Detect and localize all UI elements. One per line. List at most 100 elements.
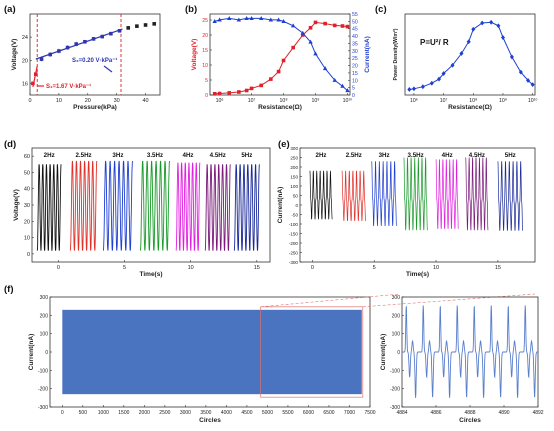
- waveform: [36, 164, 62, 251]
- tick-label: 2500: [159, 410, 170, 416]
- arrow: [103, 65, 113, 73]
- tick-label: 0: [311, 265, 314, 271]
- frequency-label: 4.5Hz: [210, 152, 226, 159]
- series-markers: [212, 20, 350, 96]
- tick-label: 16: [22, 81, 28, 87]
- data-point: [466, 39, 471, 45]
- tick-label: 35: [352, 41, 358, 47]
- data-point: [57, 49, 61, 53]
- data-point: [489, 19, 494, 25]
- axis-label: Circles: [459, 417, 481, 424]
- data-point: [313, 20, 318, 25]
- waveform: [371, 161, 397, 226]
- axis-label: Current(nA): [28, 334, 35, 370]
- tick-label: 0: [27, 252, 30, 258]
- series-line: [409, 21, 533, 90]
- data-point: [249, 16, 254, 21]
- data-point: [276, 17, 281, 22]
- tick-label: 45: [352, 27, 358, 33]
- panel-label: (c): [375, 4, 387, 15]
- plot-frame-a: [29, 13, 161, 96]
- data-point: [236, 17, 242, 22]
- tick-label: 10⁹: [312, 98, 320, 104]
- tick-label: 100: [40, 332, 49, 338]
- tick-label: 50: [24, 170, 30, 176]
- data-point: [407, 87, 412, 92]
- tick-label: 7500: [364, 410, 375, 416]
- tick-label: 10⁷: [248, 98, 256, 104]
- data-point: [332, 77, 337, 82]
- waveform: [69, 160, 98, 251]
- tick-label: 10⁷: [440, 98, 448, 104]
- frequency-label: 4.5Hz: [469, 152, 485, 159]
- tick-label: 4886: [430, 410, 441, 416]
- data-point: [268, 17, 274, 22]
- waveform: [497, 161, 523, 231]
- frequency-label: 2.5Hz: [346, 152, 362, 159]
- data-point: [227, 16, 232, 21]
- tick-label: 100: [392, 332, 401, 338]
- data-point: [471, 26, 476, 32]
- data-point: [249, 86, 254, 91]
- axis-label: Pressure(kPa): [73, 104, 117, 111]
- tick-label: 10⁸: [469, 98, 477, 104]
- data-point: [450, 62, 455, 68]
- zoom-guide: [362, 293, 536, 308]
- annotation: S₁=1.67 V·kPa⁻¹: [46, 83, 91, 90]
- tick-label: 6000: [303, 410, 314, 416]
- data-point: [143, 23, 148, 27]
- tick-label: 10: [56, 98, 62, 104]
- frequency-label: 3Hz: [379, 152, 390, 159]
- axis-label: Circles: [199, 417, 221, 424]
- frequency-label: 3.5Hz: [147, 152, 163, 159]
- data-point: [480, 20, 485, 26]
- tick-label: 40: [142, 98, 148, 104]
- axis-label: Current(nA): [364, 36, 371, 72]
- panel-label: (e): [278, 139, 290, 150]
- series-markers: [212, 16, 350, 93]
- data-point: [340, 83, 345, 88]
- tick-label: 10⁶: [216, 98, 224, 104]
- data-point: [217, 17, 222, 22]
- tick-label: 3500: [200, 410, 211, 416]
- data-point: [411, 86, 416, 92]
- tick-label: 0: [45, 350, 48, 356]
- tick-label: 20: [352, 64, 358, 70]
- data-point: [345, 88, 350, 93]
- tick-label: 20: [22, 58, 28, 64]
- waveform: [102, 160, 133, 251]
- data-point: [237, 90, 241, 94]
- waveform: [465, 157, 489, 231]
- tick-label: 5: [123, 265, 126, 271]
- data-point: [100, 34, 105, 39]
- tick-label: 10: [202, 63, 208, 69]
- tick-label: 500: [79, 410, 88, 416]
- axis-label: Voltage(V): [11, 39, 18, 71]
- data-point: [290, 23, 296, 28]
- tick-label: 300: [40, 295, 49, 301]
- tick-label: 50: [352, 19, 358, 25]
- data-point: [500, 35, 505, 40]
- tick-label: 3000: [180, 410, 191, 416]
- tick-label: 1000: [98, 410, 109, 416]
- data-point: [281, 58, 286, 63]
- frequency-label: 5Hz: [505, 152, 516, 159]
- tick-label: 20: [24, 219, 30, 225]
- plot-frame-c: [404, 13, 536, 96]
- data-point: [39, 57, 44, 61]
- tick-label: 5: [205, 78, 208, 84]
- tick-label: -100: [390, 368, 400, 374]
- tick-label: 60: [24, 154, 30, 160]
- data-point: [269, 77, 273, 81]
- series-line: [214, 17, 348, 91]
- tick-label: 15: [202, 48, 208, 54]
- tick-label: 5: [373, 265, 376, 271]
- tick-label: 55: [352, 12, 358, 18]
- tick-label: -200: [390, 387, 400, 393]
- tick-label: 15: [495, 265, 501, 271]
- tick-label: 6500: [323, 410, 334, 416]
- current-band: [62, 309, 362, 395]
- tick-label: 0: [57, 265, 60, 271]
- waveform: [435, 159, 459, 229]
